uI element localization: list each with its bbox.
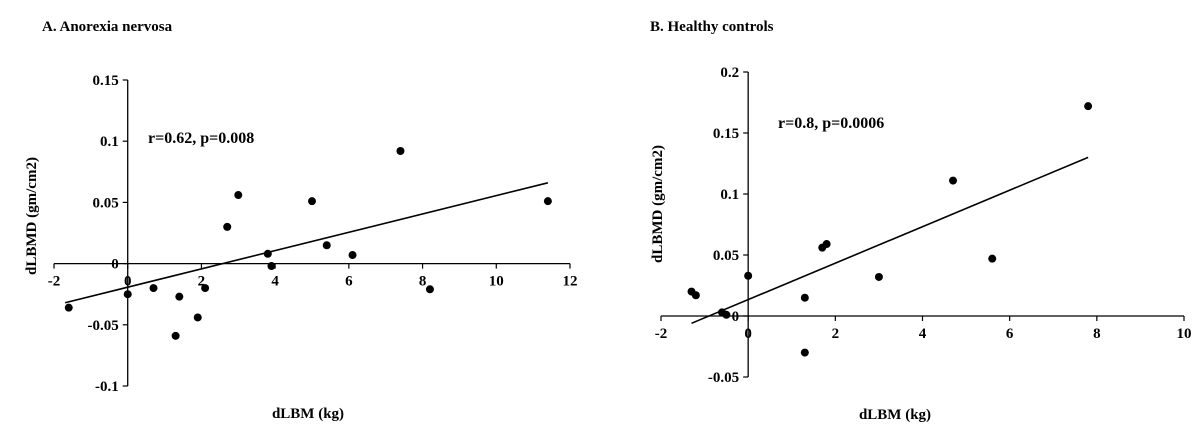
panel-a-y-tick-label: -0.05 — [87, 318, 118, 334]
panel-b-annotation: r=0.8, p=0.0006 — [778, 115, 884, 132]
panel-a-data-point — [348, 251, 357, 260]
panel-a-data-point — [201, 284, 210, 293]
panel-a-y-tick-label: 0.15 — [92, 73, 118, 89]
panel-b-title: B. Healthy controls — [650, 19, 774, 35]
panel-b-x-axis-label: dLBM (kg) — [859, 407, 931, 423]
panel-b-data-point — [988, 254, 997, 263]
panel-b-data-point — [874, 272, 883, 281]
panel-a-data-point — [322, 241, 331, 250]
panel-b-x-tick-label: -2 — [655, 326, 668, 342]
panel-a-data-point — [64, 303, 73, 312]
panel-b-x-tick-label: 6 — [1006, 326, 1014, 342]
panel-b-y-tick-label: 0 — [732, 309, 740, 325]
panel-b: B. Healthy controls r=0.8, p=0.0006 dLBM… — [650, 19, 1192, 423]
panel-a-y-ticks: -0.1 -0.05 0 0.05 0.1 0.15 — [87, 73, 128, 395]
panel-b-y-tick-label: 0.1 — [720, 187, 739, 203]
panel-b-x-tick-label: 10 — [1177, 326, 1192, 342]
panel-b-y-tick-label: 0.05 — [713, 248, 739, 264]
panel-a-y-tick-label: 0.05 — [92, 195, 118, 211]
panel-b-axes — [661, 72, 1184, 377]
panel-b-trendline — [691, 156, 1089, 325]
panel-a-data-point — [175, 292, 184, 301]
panel-b-y-tick-label: 0.15 — [713, 126, 739, 142]
panel-b-data-point — [744, 271, 753, 280]
panel-a-title: A. Anorexia nervosa — [42, 19, 173, 35]
panel-a-data-point — [425, 285, 434, 294]
panel-a-annotation: r=0.62, p=0.008 — [148, 130, 254, 147]
panel-a-y-tick-label: -0.1 — [95, 379, 119, 395]
panel-a-y-tick-label: 0.1 — [100, 134, 119, 150]
panel-b-data-point — [949, 176, 958, 185]
panel-a-data-point — [171, 331, 180, 340]
panel-b-data-point — [822, 240, 831, 249]
panel-a-axes — [54, 80, 570, 386]
panel-b-data-point — [722, 310, 731, 319]
panel-a-y-axis-label: dLBMD (gm/cm2) — [24, 157, 40, 275]
panel-a-trendline — [64, 182, 549, 304]
panel-a-data-point — [308, 197, 316, 206]
panel-a-data-point — [543, 197, 552, 206]
panel-b-trendline-group — [691, 156, 1089, 325]
panel-a-x-tick-label: -2 — [48, 274, 61, 290]
panel-a-x-tick-label: 2 — [198, 274, 206, 290]
panel-a-x-tick-label: 8 — [419, 274, 427, 290]
panel-a-data-point — [234, 191, 243, 200]
panel-a-data-point — [396, 146, 405, 155]
panel-b-x-tick-label: 4 — [919, 326, 927, 342]
panel-a-x-tick-label: 6 — [345, 274, 353, 290]
panel-b-data-point — [800, 348, 809, 357]
panel-a-data-point — [223, 222, 232, 231]
panel-a-trendline-group — [64, 182, 549, 304]
panel-b-data-point — [691, 291, 700, 300]
panel-a-x-tick-label: 12 — [563, 274, 578, 290]
panel-a-x-axis-label: dLBM (kg) — [272, 406, 344, 422]
panel-a-data-point — [149, 284, 158, 293]
panel-a-data-point — [267, 262, 276, 271]
panel-b-x-tick-label: 2 — [832, 326, 840, 342]
panel-a-x-tick-label: 4 — [271, 274, 279, 290]
panel-b-data-point — [800, 293, 809, 302]
panel-a-x-tick-label: 10 — [489, 274, 504, 290]
panel-b-y-axis-label: dLBMD (gm/cm2) — [650, 145, 666, 263]
panel-b-x-tick-label: 8 — [1093, 326, 1101, 342]
panel-a: A. Anorexia nervosa r=0.62, p=0.008 dLBM… — [24, 19, 578, 422]
panel-b-points — [687, 102, 1093, 357]
panel-b-y-tick-label: 0.2 — [720, 65, 739, 81]
panel-a-points — [64, 146, 552, 340]
panel-a-data-point — [123, 290, 132, 299]
panel-a-data-point — [263, 249, 272, 258]
panel-b-y-ticks: -0.05 0 0.05 0.1 0.15 0.2 — [708, 65, 749, 386]
panel-a-data-point — [193, 313, 202, 322]
panel-b-y-tick-label: -0.05 — [708, 370, 739, 386]
panel-a-y-tick-label: 0 — [111, 257, 119, 273]
panel-b-data-point — [1084, 102, 1093, 111]
